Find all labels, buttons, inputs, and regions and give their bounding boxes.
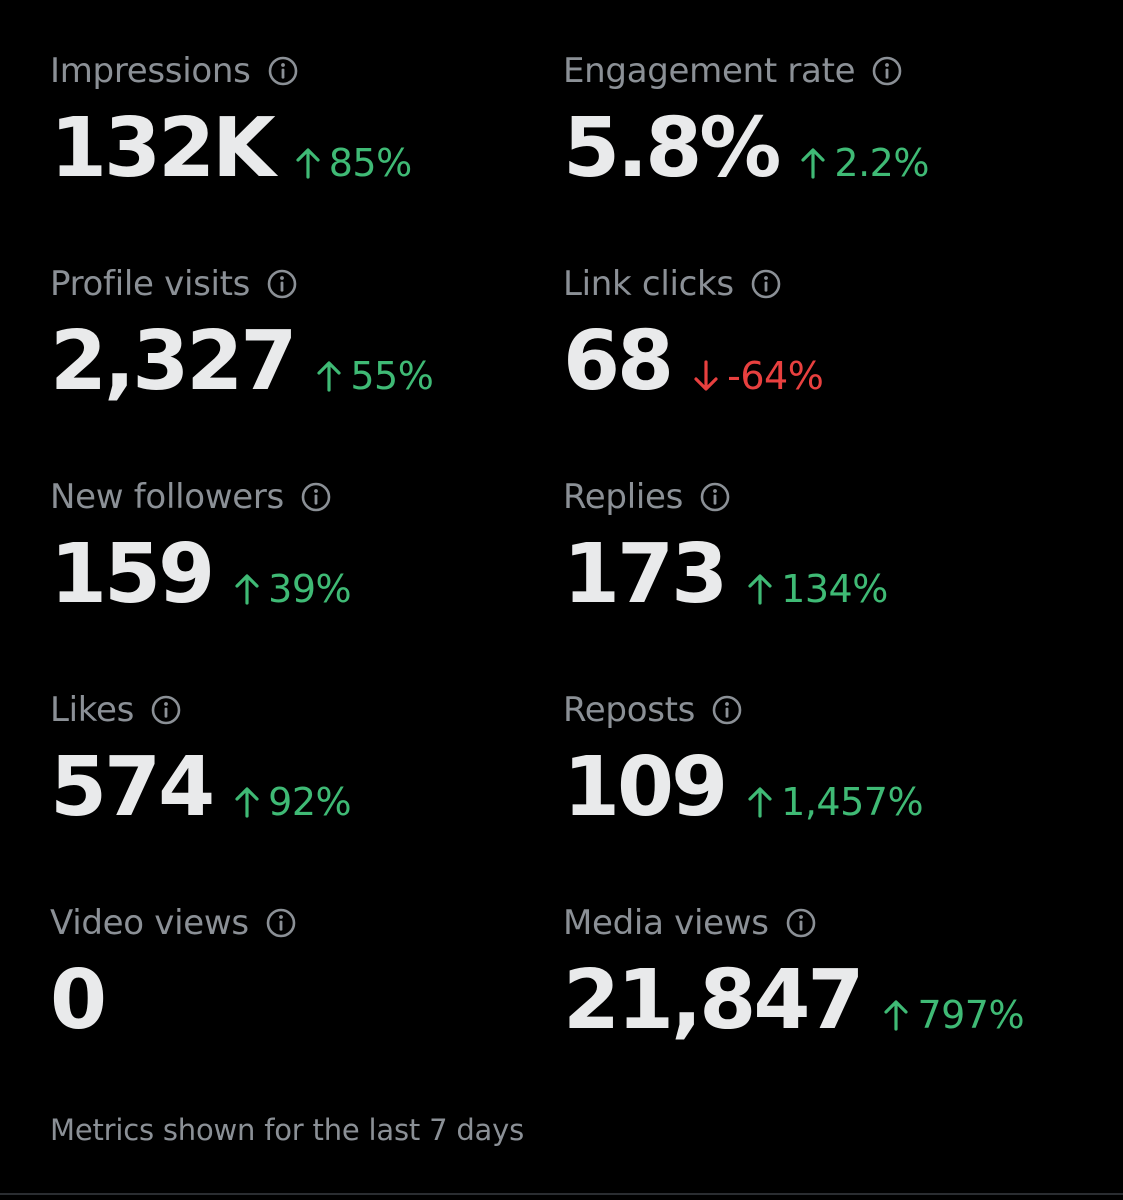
metric-change: 39% [234,567,352,611]
metric-value-row: 21,847 797% [563,956,1076,1046]
arrow-up-icon [883,998,909,1032]
metric-value: 5.8% [563,101,781,196]
metric-change-value: 55% [350,354,434,398]
metric-value-row: 109 1,457% [563,743,1076,833]
metric-value-row: 574 92% [50,743,563,833]
metric-label-row: Media views [563,902,1076,944]
metric-change-value: 797% [917,993,1025,1037]
metric-card-profile-visits: Profile visits 2,327 55% [50,263,563,476]
info-icon[interactable] [266,268,298,300]
metric-change-value: -64% [727,354,824,398]
metric-label-row: Impressions [50,50,563,92]
metric-change-value: 134% [781,567,888,611]
info-icon[interactable] [267,55,299,87]
arrow-up-icon [800,146,826,180]
metric-change-value: 85% [328,141,412,185]
metric-value-row: 5.8% 2.2% [563,104,1076,194]
metric-value: 2,327 [50,314,297,409]
arrow-up-icon [316,359,342,393]
metric-change: 85% [295,142,412,184]
metric-label: Link clicks [563,264,734,304]
metric-change: 134% [747,568,888,610]
metric-value: 574 [50,740,215,835]
arrow-up-icon [295,146,321,180]
arrow-down-icon [693,359,719,393]
metric-card-reposts: Reposts 109 1,457% [563,689,1076,902]
bottom-divider [0,1193,1123,1195]
arrow-up-icon [234,785,260,819]
metric-card-engagement-rate: Engagement rate 5.8% 2.2% [563,50,1076,263]
metric-change-value: 39% [268,567,352,611]
metric-label: Media views [563,903,769,943]
metric-label: Impressions [50,51,251,91]
metric-value-row: 68 -64% [563,317,1076,407]
metric-change: 55% [316,354,434,398]
metric-value: 0 [50,953,107,1048]
metric-card-video-views: Video views 0 [50,902,563,1115]
metric-label-row: Video views [50,902,563,944]
metric-label-row: Link clicks [563,263,1076,305]
metric-card-link-clicks: Link clicks 68 -64% [563,263,1076,476]
metric-label-row: Engagement rate [563,50,1076,92]
metric-card-impressions: Impressions 132K 85% [50,50,563,263]
metric-value: 109 [563,740,728,835]
metric-value-row: 0 [50,956,563,1046]
metric-label: Replies [563,477,684,517]
info-icon[interactable] [150,694,182,726]
metric-label: Reposts [563,690,696,730]
metric-value: 173 [563,527,728,622]
metric-value-row: 159 39% [50,530,563,620]
metric-label: Engagement rate [563,51,856,91]
info-icon[interactable] [711,694,743,726]
metric-value-row: 132K 85% [50,104,563,194]
metric-label-row: Likes [50,689,563,731]
info-icon[interactable] [300,481,332,513]
metric-card-media-views: Media views 21,847 797% [563,902,1076,1115]
metric-change-value: 92% [268,780,352,824]
metric-value-row: 173 134% [563,530,1076,620]
info-icon[interactable] [699,481,731,513]
metric-label-row: Profile visits [50,263,563,305]
metric-card-replies: Replies 173 134% [563,476,1076,689]
metric-label-row: New followers [50,476,563,518]
metric-value: 68 [563,314,674,409]
metric-value-row: 2,327 55% [50,317,563,407]
metric-label: Video views [50,903,249,943]
metric-change: 92% [234,780,352,824]
arrow-up-icon [747,572,773,606]
arrow-up-icon [234,572,260,606]
metric-value: 21,847 [563,953,864,1048]
metric-change: 797% [883,993,1025,1037]
metric-card-likes: Likes 574 92% [50,689,563,902]
info-icon[interactable] [871,55,903,87]
info-icon[interactable] [785,907,817,939]
metric-value: 132K [50,101,276,196]
metric-change: 1,457% [747,780,924,824]
metric-label-row: Reposts [563,689,1076,731]
arrow-up-icon [747,785,773,819]
metric-label: New followers [50,477,284,517]
metric-change-value: 2.2% [834,141,929,185]
metric-value: 159 [50,527,215,622]
metric-label: Likes [50,690,134,730]
info-icon[interactable] [265,907,297,939]
metric-card-new-followers: New followers 159 39% [50,476,563,689]
metrics-footnote: Metrics shown for the last 7 days [50,1113,524,1147]
metrics-grid: Impressions 132K 85% Engagement rate 5.8… [50,50,1090,1115]
metric-change: 2.2% [800,142,929,184]
metric-label: Profile visits [50,264,251,304]
metric-label-row: Replies [563,476,1076,518]
metric-change: -64% [693,354,824,398]
metric-change-value: 1,457% [781,780,924,824]
info-icon[interactable] [750,268,782,300]
